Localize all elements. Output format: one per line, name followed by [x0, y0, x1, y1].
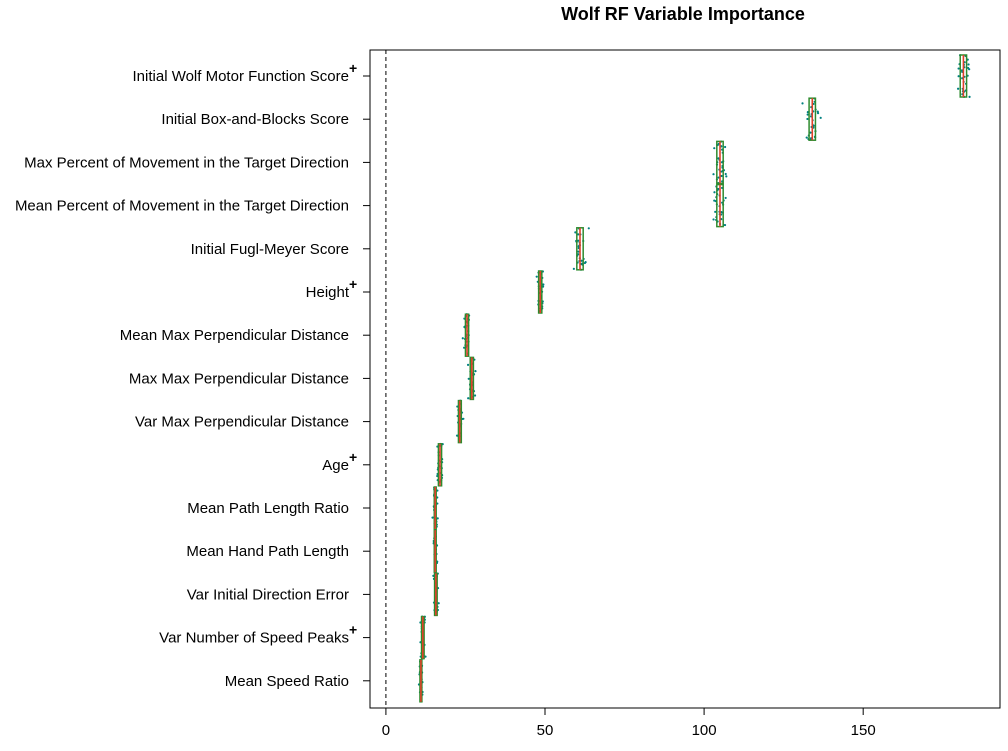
data-point	[714, 210, 717, 213]
y-axis-label: Mean Max Perpendicular Distance	[120, 327, 349, 344]
data-point	[812, 124, 815, 127]
data-point	[809, 131, 812, 134]
data-point	[577, 250, 580, 253]
data-point	[535, 275, 538, 278]
data-point	[957, 67, 960, 70]
data-point	[724, 172, 727, 176]
data-point	[463, 346, 466, 349]
data-point	[577, 233, 580, 236]
data-point	[713, 199, 716, 202]
data-point	[474, 370, 477, 373]
data-point	[436, 517, 439, 520]
data-point	[806, 113, 809, 116]
data-point	[720, 170, 723, 173]
data-point	[462, 417, 465, 420]
data-point	[437, 602, 440, 605]
data-point	[577, 239, 580, 242]
data-point	[956, 87, 960, 90]
marker-plus-icon: +	[349, 276, 357, 292]
data-point	[713, 191, 716, 194]
data-point	[957, 75, 960, 78]
chart-title: Wolf RF Variable Importance	[561, 4, 805, 24]
y-axis-label: Initial Box-and-Blocks Score	[161, 111, 349, 128]
data-point	[574, 231, 577, 234]
data-point	[542, 283, 545, 286]
x-tick-label: 100	[692, 722, 717, 739]
data-point	[431, 516, 434, 519]
data-point	[723, 145, 727, 149]
x-tick-label: 50	[537, 722, 554, 739]
data-point	[712, 173, 715, 176]
data-point	[968, 95, 971, 98]
data-point	[584, 261, 587, 264]
y-axis-label: Age	[322, 457, 349, 474]
data-point	[424, 655, 427, 658]
data-point	[473, 394, 477, 397]
data-point	[816, 111, 820, 115]
data-point	[725, 175, 728, 178]
data-point	[717, 176, 720, 179]
y-axis-label: Max Percent of Movement in the Target Di…	[24, 154, 349, 171]
y-axis-label: Max Max Perpendicular Distance	[129, 370, 349, 387]
data-point	[967, 63, 970, 66]
marker-plus-icon: +	[349, 60, 357, 76]
plot-frame	[369, 49, 1001, 709]
data-point	[712, 218, 715, 221]
y-axis-label: Var Number of Speed Peaks	[159, 630, 349, 647]
data-point	[720, 174, 723, 178]
data-point	[723, 223, 727, 227]
y-axis-label: Initial Fugl-Meyer Score	[191, 241, 349, 258]
data-point	[806, 117, 809, 121]
data-point	[819, 116, 822, 119]
data-point	[467, 377, 470, 380]
data-point	[713, 147, 716, 150]
data-point	[466, 363, 470, 366]
y-axis-label: Mean Path Length Ratio	[187, 500, 349, 517]
data-point	[966, 66, 970, 70]
data-point	[461, 337, 464, 340]
data-point	[467, 397, 470, 400]
marker-plus-icon: +	[349, 449, 357, 465]
y-axis-label: Var Initial Direction Error	[187, 586, 349, 603]
data-point	[724, 196, 727, 200]
y-axis-label: Var Max Perpendicular Distance	[135, 414, 349, 431]
data-point	[577, 253, 580, 256]
y-axis-label: Mean Percent of Movement in the Target D…	[15, 198, 349, 215]
data-point	[580, 259, 583, 262]
y-axis-label: Initial Wolf Motor Function Score	[133, 68, 349, 85]
data-point	[805, 136, 808, 139]
y-axis-label: Height	[306, 284, 350, 301]
y-axis-label: Mean Speed Ratio	[225, 673, 349, 690]
data-point	[801, 102, 804, 105]
data-point	[455, 434, 459, 437]
x-tick-label: 0	[382, 722, 390, 739]
data-point	[572, 267, 575, 270]
marker-plus-icon: +	[349, 622, 357, 638]
y-axis-label: Mean Hand Path Length	[186, 543, 349, 560]
x-tick-label: 150	[851, 722, 876, 739]
data-point	[587, 227, 590, 230]
